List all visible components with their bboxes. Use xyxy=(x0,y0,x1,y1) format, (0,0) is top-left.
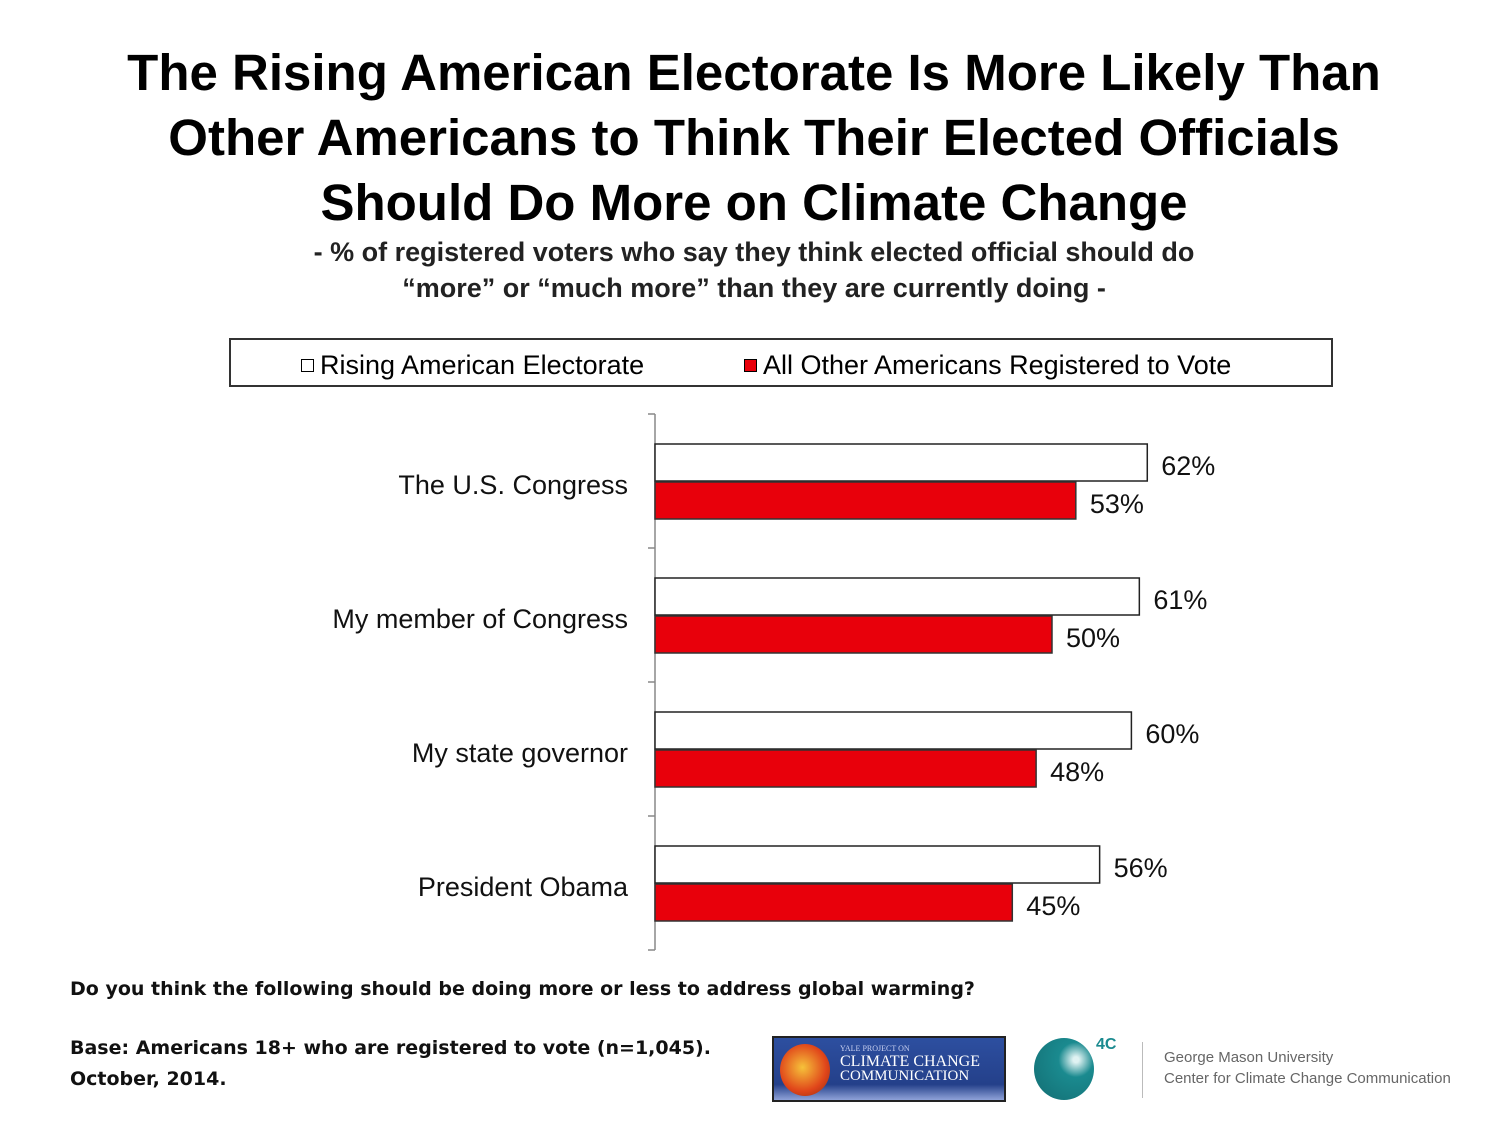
divider xyxy=(1142,1042,1143,1098)
bar-others xyxy=(654,615,1053,654)
legend-swatch xyxy=(301,359,314,372)
legend-swatch xyxy=(744,359,757,372)
category-label: My state governor xyxy=(412,738,628,768)
bar-rising xyxy=(654,845,1101,884)
data-label: 61% xyxy=(1153,585,1207,615)
date-note: October, 2014. xyxy=(70,1068,227,1090)
globe-icon xyxy=(780,1044,830,1096)
chart-title: The Rising American Electorate Is More L… xyxy=(0,40,1508,235)
legend-label: Rising American Electorate xyxy=(320,350,645,380)
category-label: President Obama xyxy=(418,872,629,902)
legend-item-others: All Other Americans Registered to Vote xyxy=(744,350,1231,381)
logo-text: George Mason University xyxy=(1164,1049,1334,1066)
logo-text: Center for Climate Change Communication xyxy=(1164,1070,1451,1087)
bar-rising xyxy=(654,443,1149,482)
logo-text: COMMUNICATION xyxy=(840,1068,970,1084)
logo-text: CLIMATE CHANGE xyxy=(840,1053,980,1070)
bar-others xyxy=(654,749,1037,788)
title-line: Other Americans to Think Their Elected O… xyxy=(168,109,1340,166)
logo-text: YALE PROJECT ON xyxy=(840,1044,910,1053)
subtitle-line: “more” or “much more” than they are curr… xyxy=(402,273,1106,303)
subtitle-line: - % of registered voters who say they th… xyxy=(313,237,1195,267)
bar-rising xyxy=(654,577,1141,616)
legend-label: All Other Americans Registered to Vote xyxy=(763,350,1232,380)
legend: Rising American Electorate All Other Ame… xyxy=(229,338,1333,387)
title-line: Should Do More on Climate Change xyxy=(320,174,1188,231)
logo-text: 4C xyxy=(1096,1036,1117,1053)
data-label: 48% xyxy=(1050,757,1104,787)
category-label: The U.S. Congress xyxy=(398,470,628,500)
data-label: 62% xyxy=(1161,451,1215,481)
gmu-4c-logo: 4C George Mason University Center for Cl… xyxy=(1030,1036,1480,1102)
data-label: 50% xyxy=(1066,623,1120,653)
legend-item-rising: Rising American Electorate xyxy=(301,350,644,381)
data-label: 60% xyxy=(1145,719,1199,749)
yale-logo: YALE PROJECT ON CLIMATE CHANGE COMMUNICA… xyxy=(772,1036,1006,1102)
bar-others xyxy=(654,481,1077,520)
category-label: My member of Congress xyxy=(332,604,628,634)
4c-emblem-icon xyxy=(1034,1038,1094,1100)
base-note: Base: Americans 18+ who are registered t… xyxy=(70,1037,711,1059)
data-label: 53% xyxy=(1090,489,1144,519)
title-line: The Rising American Electorate Is More L… xyxy=(127,44,1381,101)
data-label: 45% xyxy=(1026,891,1080,921)
bar-rising xyxy=(654,711,1133,750)
data-label: 56% xyxy=(1114,853,1168,883)
chart-subtitle: - % of registered voters who say they th… xyxy=(0,234,1508,306)
bar-others xyxy=(654,883,1014,922)
survey-question: Do you think the following should be doi… xyxy=(70,978,975,1000)
